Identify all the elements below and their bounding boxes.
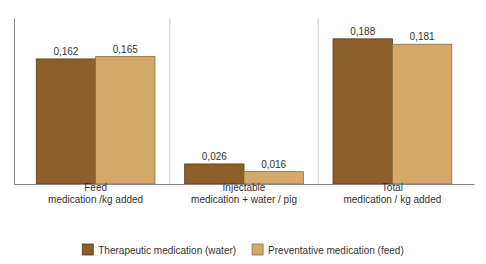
legend-label: Therapeutic medication (water) [98,245,236,256]
x-tick-label: Feedmedication /kg added [48,182,143,205]
data-labels: 0,162 0,026 0,188 0,165 0,016 0,181 [53,26,435,170]
x-tick-label-line: Injectable [223,182,266,193]
chart-container: 0,1620,0260,1880,1650,0160,181Feedmedica… [0,0,486,264]
y-axis [14,19,15,185]
x-tick: Feedmedication /kg added [48,182,143,205]
bar [185,164,244,184]
data-label: 0,016 [261,159,286,170]
x-axis: Feedmedication /kg addedInjectablemedica… [15,182,475,205]
legend-swatch [252,244,263,255]
x-tick-label-line: medication / kg added [343,194,441,205]
x-tick: Totalmedication / kg added [343,182,441,205]
legend-item: Therapeutic medication (water) [82,244,236,256]
x-tick-label-line: medication + water / pig [191,194,297,205]
data-label: 0,181 [410,31,435,42]
bar [392,44,451,184]
y-axis-line [14,19,15,185]
data-label: 0,162 [53,46,78,57]
legend-label: Preventative medication (feed) [268,245,404,256]
bar [36,59,95,184]
group-divider [318,18,319,184]
x-tick: Injectablemedication + water / pig [191,182,297,205]
group-divider [169,18,170,184]
x-tick-label-line: Total [382,182,403,193]
data-label: 0,026 [202,151,227,162]
bar-series [36,39,392,184]
bar [333,39,392,184]
legend: Therapeutic medication (water) Preventati… [82,244,403,256]
x-tick-label-line: medication /kg added [48,194,143,205]
x-tick-label-line: Feed [84,182,107,193]
chart-svg: 0,1620,0260,1880,1650,0160,181Feedmedica… [0,0,486,264]
legend-swatch [82,244,93,255]
bar [96,57,155,184]
legend-item: Preventative medication (feed) [252,244,404,256]
x-tick-label: Injectablemedication + water / pig [191,182,297,205]
group-dividers [170,18,318,184]
plot-area: 0,1620,0260,1880,1650,0160,181Feedmedica… [15,18,475,205]
bar-series [96,44,452,184]
data-label: 0,165 [113,44,138,55]
x-tick-label: Totalmedication / kg added [343,182,441,205]
bars [36,39,451,184]
data-label: 0,188 [350,26,375,37]
